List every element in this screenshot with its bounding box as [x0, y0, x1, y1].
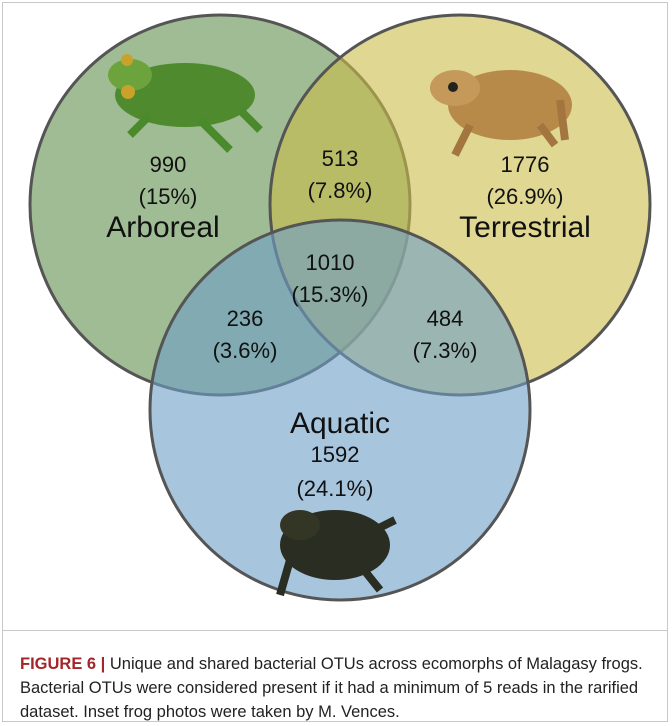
region-count: 1010	[306, 250, 355, 275]
set-label: Terrestrial	[459, 211, 591, 244]
separator	[3, 630, 667, 631]
figure: 990 (15%) Arboreal 513 (7.8%) 1776 (26.9…	[0, 0, 672, 726]
region-count: 513	[322, 146, 359, 171]
region-count: 990	[150, 152, 187, 177]
region-percent: (7.8%)	[308, 178, 373, 203]
region-count: 1776	[501, 152, 550, 177]
region-count: 484	[427, 306, 464, 331]
set-label: Arboreal	[106, 211, 219, 244]
caption-text: Unique and shared bacterial OTUs across …	[20, 655, 643, 721]
set-label: Aquatic	[290, 407, 390, 440]
region-percent: (15.3%)	[291, 282, 368, 307]
region-percent: (26.9%)	[486, 184, 563, 209]
region-percent: (7.3%)	[413, 338, 478, 363]
caption: FIGURE 6 | Unique and shared bacterial O…	[20, 652, 660, 724]
caption-label: FIGURE 6 |	[20, 655, 105, 673]
region-count: 236	[227, 306, 264, 331]
venn-diagram: 990 (15%) Arboreal 513 (7.8%) 1776 (26.9…	[0, 0, 672, 640]
region-percent: (24.1%)	[296, 476, 373, 501]
region-percent: (15%)	[139, 184, 198, 209]
region-percent: (3.6%)	[213, 338, 278, 363]
region-count: 1592	[311, 442, 360, 467]
